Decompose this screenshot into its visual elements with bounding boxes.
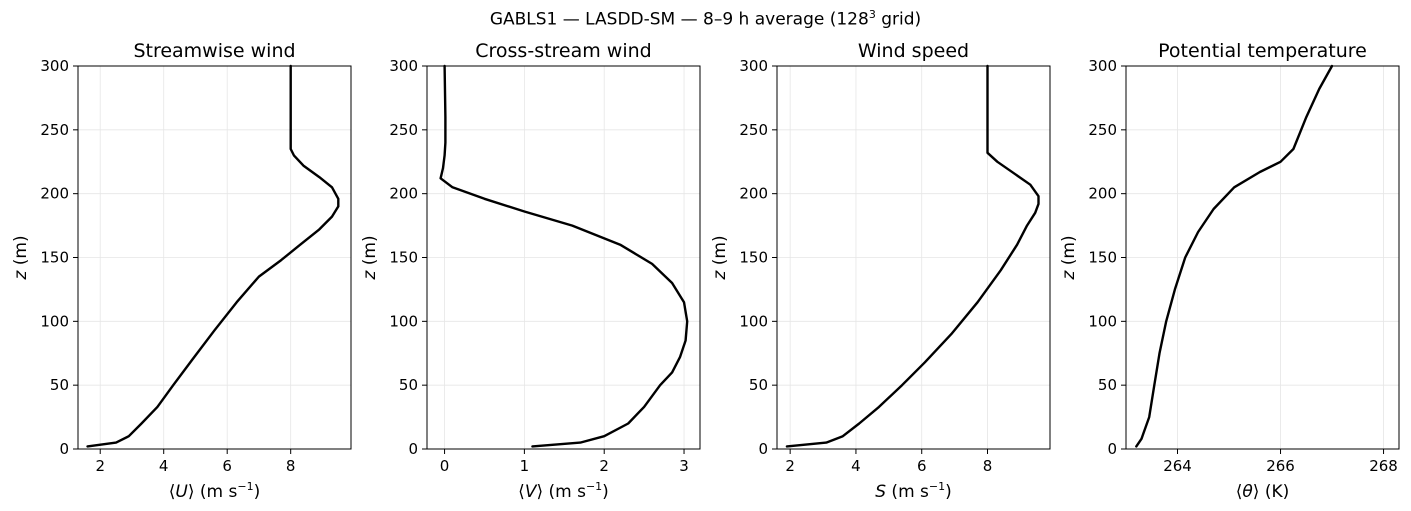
x-tick-label: 264	[1163, 457, 1192, 475]
suptitle-text-end: grid)	[875, 9, 922, 30]
panel-title: Cross-stream wind	[475, 40, 651, 62]
panel-title: Wind speed	[858, 40, 969, 62]
x-axis-label: ⟨U⟩ (m s−1)	[169, 480, 260, 502]
y-tick-label: 300	[739, 57, 768, 75]
y-tick-label: 50	[50, 376, 69, 394]
y-axis-label: z (m)	[360, 235, 380, 280]
x-tick-label: 4	[851, 457, 861, 475]
x-tick-label: 8	[286, 457, 296, 475]
x-tick-label: 3	[679, 457, 689, 475]
x-tick-label: 6	[917, 457, 927, 475]
y-tick-label: 50	[1098, 376, 1117, 394]
y-tick-label: 200	[40, 185, 69, 203]
y-tick-label: 0	[758, 440, 768, 458]
y-tick-label: 100	[389, 312, 418, 330]
panel-title: Potential temperature	[1158, 40, 1367, 62]
chart-panel-4: 264 266 268 0 50 100 150 200 250 300 Potential tem…	[1059, 40, 1400, 502]
profile-line	[86, 64, 340, 448]
y-tick-label: 100	[1088, 312, 1117, 330]
x-axis-label: ⟨V⟩ (m s−1)	[518, 480, 609, 502]
y-axis-label: z (m)	[710, 235, 730, 280]
y-tick-label: 0	[408, 440, 418, 458]
panel-title: Streamwise wind	[133, 40, 295, 62]
suptitle-text: GABLS1 — LASDD-SM — 8–9 h average (128	[489, 9, 869, 30]
y-tick-label: 200	[389, 185, 418, 203]
x-tick-label: 0	[440, 457, 450, 475]
chart-panel-2: 0 1 2 3 0 50 100 150 200 250 300 Cross-stream wind ⟨…	[360, 40, 701, 502]
x-tick-label: 2	[599, 457, 609, 475]
y-tick-label: 250	[389, 121, 418, 139]
x-tick-label: 8	[983, 457, 993, 475]
x-tick-label: 6	[222, 457, 232, 475]
y-axis-label: z (m)	[11, 235, 31, 280]
profile-line	[1135, 64, 1334, 448]
y-tick-label: 250	[739, 121, 768, 139]
x-tick-label: 1	[520, 457, 530, 475]
y-tick-label: 0	[59, 440, 69, 458]
y-tick-label: 250	[40, 121, 69, 139]
y-tick-label: 300	[389, 57, 418, 75]
y-tick-label: 250	[1088, 121, 1117, 139]
y-axis-label: z (m)	[1059, 235, 1079, 280]
chart-panel-3: 2 4 6 8 0 50 100 150 200 250 300 Wind speed S (m s−1…	[710, 40, 1051, 502]
profile-line	[785, 64, 1040, 448]
y-tick-label: 100	[739, 312, 768, 330]
x-tick-label: 2	[95, 457, 105, 475]
y-tick-label: 300	[1088, 57, 1117, 75]
y-tick-label: 300	[40, 57, 69, 75]
chart-panel-1: 2 4 6 8 0 50 100 150 200 250 300 Streamwise wind ⟨U⟩…	[11, 40, 352, 502]
x-tick-label: 266	[1266, 457, 1295, 475]
figure-suptitle: GABLS1 — LASDD-SM — 8–9 h average (1283 …	[0, 8, 1411, 30]
x-axis-label: S (m s−1)	[875, 480, 952, 502]
y-tick-label: 150	[40, 249, 69, 267]
y-tick-label: 100	[40, 312, 69, 330]
x-tick-label: 268	[1369, 457, 1398, 475]
suptitle-superscript: 3	[868, 8, 876, 21]
y-tick-label: 150	[389, 249, 418, 267]
y-tick-label: 150	[1088, 249, 1117, 267]
x-axis-label: ⟨θ⟩ (K)	[1236, 482, 1290, 502]
y-tick-label: 150	[739, 249, 768, 267]
x-tick-label: 4	[159, 457, 169, 475]
profile-line	[439, 64, 689, 448]
x-tick-label: 2	[785, 457, 795, 475]
y-tick-label: 200	[1088, 185, 1117, 203]
y-tick-label: 50	[399, 376, 418, 394]
y-tick-label: 0	[1107, 440, 1117, 458]
y-tick-label: 50	[749, 376, 768, 394]
y-tick-label: 200	[739, 185, 768, 203]
